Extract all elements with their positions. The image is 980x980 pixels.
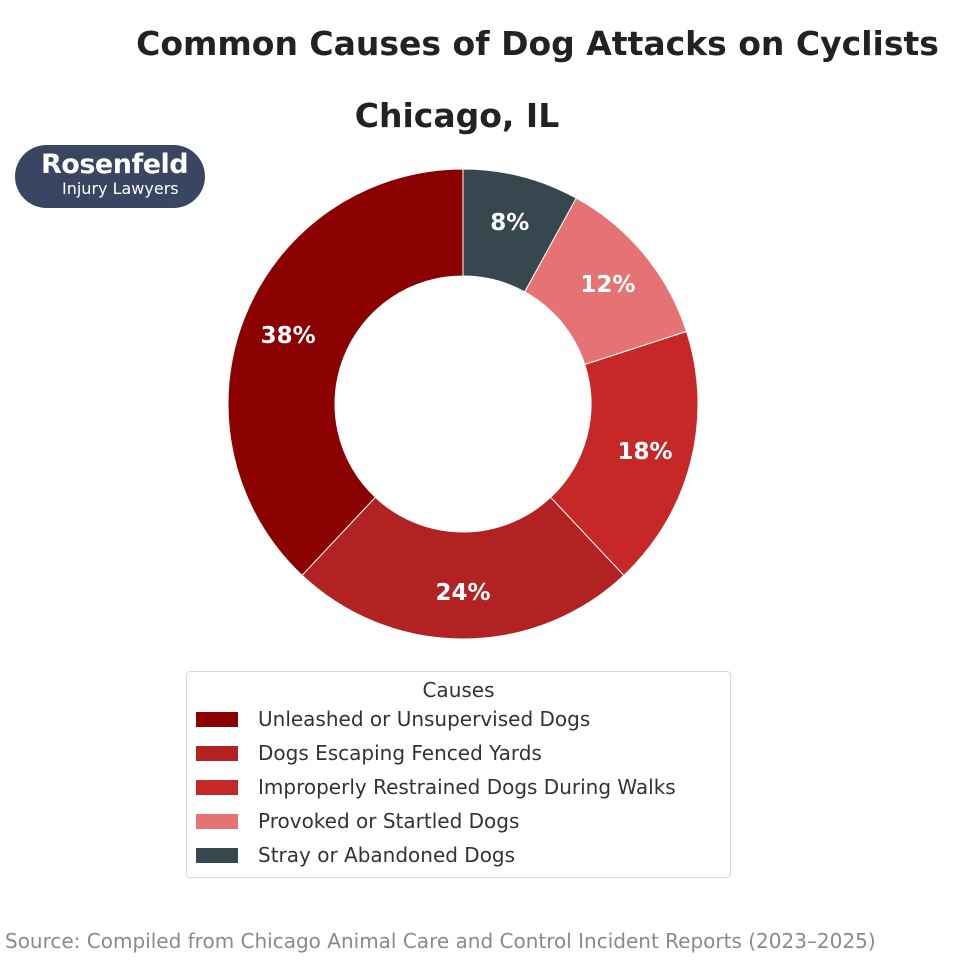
slice-data-label: 8% [490, 210, 529, 236]
legend-item: Dogs Escaping Fenced Yards [196, 736, 730, 770]
legend-item: Stray or Abandoned Dogs [196, 838, 730, 872]
legend-swatch [196, 813, 238, 829]
legend-label: Dogs Escaping Fenced Yards [258, 741, 542, 765]
legend-swatch [196, 779, 238, 795]
legend-label: Provoked or Startled Dogs [258, 809, 520, 833]
legend-item: Unleashed or Unsupervised Dogs [196, 702, 730, 736]
donut-slice [227, 168, 464, 577]
legend-title: Causes [422, 678, 495, 702]
legend-swatch [196, 711, 238, 727]
rosenfeld-logo: Rosenfeld Injury Lawyers [15, 145, 205, 208]
slice-data-label: 38% [261, 323, 316, 349]
legend-label: Unleashed or Unsupervised Dogs [258, 707, 591, 731]
chart-title: Common Causes of Dog Attacks on Cyclists [136, 24, 939, 63]
slice-data-label: 24% [435, 580, 490, 606]
legend-swatch [196, 745, 238, 761]
legend-swatch [196, 847, 238, 863]
legend-item: Provoked or Startled Dogs [196, 804, 730, 838]
legend-label: Stray or Abandoned Dogs [258, 843, 516, 867]
legend-item: Improperly Restrained Dogs During Walks [196, 770, 730, 804]
donut-slice [462, 168, 577, 293]
legend-label: Improperly Restrained Dogs During Walks [258, 775, 676, 799]
source-note: Source: Compiled from Chicago Animal Car… [5, 929, 876, 953]
legend: Causes Unleashed or Unsupervised Dogs Dog… [186, 671, 731, 878]
slice-data-label: 12% [580, 272, 635, 298]
slice-data-label: 18% [618, 439, 673, 465]
donut-slice [301, 496, 625, 640]
logo-line1: Rosenfeld [41, 149, 189, 180]
chart-subtitle: Chicago, IL [354, 96, 560, 135]
logo-line2: Injury Lawyers [62, 179, 179, 198]
donut-slice [549, 330, 699, 577]
